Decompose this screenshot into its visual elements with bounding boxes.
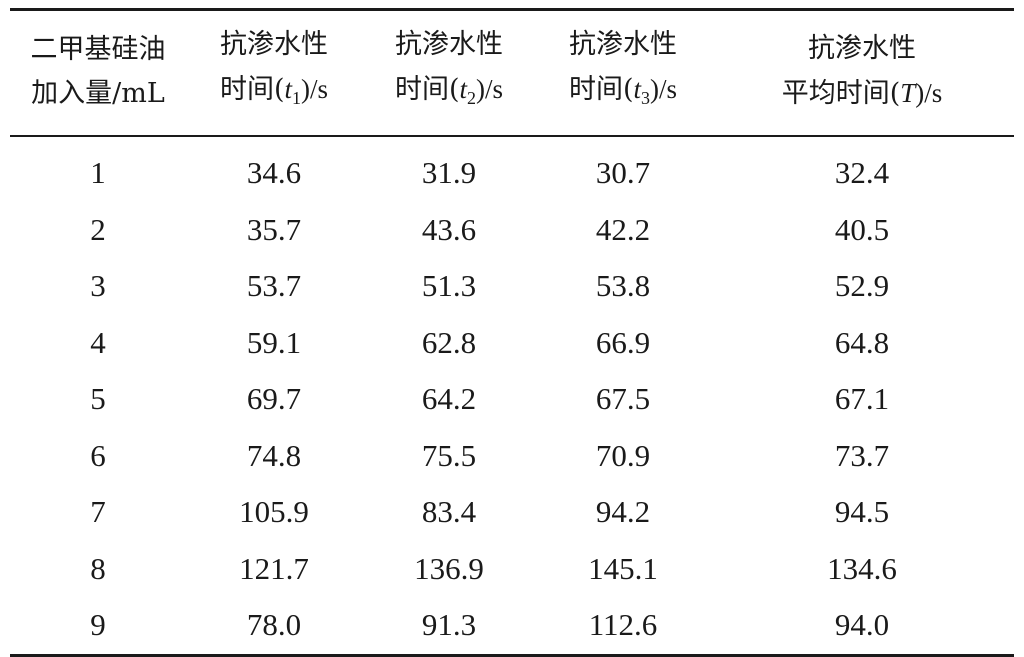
table-row: 7 105.9 83.4 94.2 94.5 (10, 484, 1014, 541)
table-row: 5 69.7 64.2 67.5 67.1 (10, 371, 1014, 428)
header-line1: 抗渗水性 (220, 29, 328, 60)
header-symbol: t (284, 74, 293, 104)
table-row: 1 34.6 31.9 30.7 32.4 (10, 136, 1014, 202)
cell-dosage: 6 (90, 437, 106, 473)
cell-t3: 145.1 (588, 550, 658, 586)
cell-t1: 74.8 (246, 437, 302, 473)
cell-t3: 30.7 (595, 155, 651, 191)
cell-dosage: 5 (90, 381, 106, 417)
cell-average: 64.8 (834, 324, 890, 360)
cell-t2: 83.4 (421, 494, 477, 530)
header-line2-pre: 时间( (394, 74, 460, 105)
cell-t2: 62.8 (421, 324, 477, 360)
cell-t2: 43.6 (421, 211, 477, 247)
cell-average: 32.4 (834, 155, 890, 191)
header-cell-t2: 抗渗水性 时间(t2)/s (362, 10, 536, 137)
cell-t1: 35.7 (246, 211, 302, 247)
cell-t2: 64.2 (421, 381, 477, 417)
header-line1: 抗渗水性 (569, 29, 677, 60)
table-row: 8 121.7 136.9 145.1 134.6 (10, 541, 1014, 598)
header-line2-post: )/s (915, 78, 943, 108)
cell-dosage: 4 (90, 324, 106, 360)
cell-t2: 136.9 (414, 550, 484, 586)
header-cell-t3: 抗渗水性 时间(t3)/s (536, 10, 710, 137)
cell-average: 67.1 (834, 381, 890, 417)
cell-t3: 67.5 (595, 381, 651, 417)
table-row: 2 35.7 43.6 42.2 40.5 (10, 202, 1014, 259)
data-table-container: 二甲基硅油 加入量/mL 抗渗水性 时间(t1)/s 抗渗水性 时间(t2)/s… (10, 8, 1014, 655)
cell-t2: 75.5 (421, 437, 477, 473)
header-line2: 平均时间(T)/s (710, 71, 1014, 116)
header-subscript: 2 (467, 88, 477, 108)
cell-t1: 59.1 (246, 324, 302, 360)
table-row: 9 78.0 91.3 112.6 94.0 (10, 597, 1014, 655)
header-line2: 时间(t3)/s (536, 67, 710, 120)
cell-t2: 91.3 (421, 607, 477, 643)
cell-t1: 69.7 (246, 381, 302, 417)
table-row: 4 59.1 62.8 66.9 64.8 (10, 315, 1014, 372)
cell-dosage: 7 (90, 494, 106, 530)
cell-t1: 105.9 (239, 494, 309, 530)
header-line1: 抗渗水性 (395, 29, 503, 60)
header-cell-dosage: 二甲基硅油 加入量/mL (10, 10, 186, 137)
header-line2-pre: 平均时间( (781, 78, 901, 109)
header-line2-pre: 时间( (219, 74, 285, 105)
cell-t2: 51.3 (421, 268, 477, 304)
header-symbol: T (900, 78, 916, 108)
cell-t3: 70.9 (595, 437, 651, 473)
table-row: 3 53.7 51.3 53.8 52.9 (10, 258, 1014, 315)
cell-t1: 121.7 (239, 550, 309, 586)
header-line2-post: )/s (301, 74, 329, 104)
header-cell-t1: 抗渗水性 时间(t1)/s (186, 10, 362, 137)
header-subscript: 1 (292, 88, 302, 108)
cell-average: 94.0 (834, 607, 890, 643)
cell-average: 52.9 (834, 268, 890, 304)
table-body: 1 34.6 31.9 30.7 32.4 2 35.7 43.6 42.2 4… (10, 136, 1014, 655)
cell-dosage: 1 (90, 155, 106, 191)
header-line2: 时间(t2)/s (362, 67, 536, 120)
header-line2-pre: 时间( (568, 74, 634, 105)
table-row: 6 74.8 75.5 70.9 73.7 (10, 428, 1014, 485)
header-line2: 加入量/mL (10, 72, 186, 116)
cell-dosage: 3 (90, 268, 106, 304)
header-symbol: t (633, 74, 642, 104)
header-line2-pre: 加入量/mL (31, 77, 165, 109)
header-row: 二甲基硅油 加入量/mL 抗渗水性 时间(t1)/s 抗渗水性 时间(t2)/s… (10, 9, 1014, 137)
cell-t1: 34.6 (246, 155, 302, 191)
cell-t2: 31.9 (421, 155, 477, 191)
cell-dosage: 2 (90, 211, 106, 247)
header-symbol: t (459, 74, 468, 104)
header-line1: 抗渗水性 (808, 33, 916, 64)
cell-t1: 53.7 (246, 268, 302, 304)
cell-average: 40.5 (834, 211, 890, 247)
header-line2-post: )/s (476, 74, 504, 104)
silicone-oil-water-resistance-table: 二甲基硅油 加入量/mL 抗渗水性 时间(t1)/s 抗渗水性 时间(t2)/s… (10, 8, 1014, 657)
cell-t3: 53.8 (595, 268, 651, 304)
cell-dosage: 9 (90, 607, 106, 643)
cell-t3: 66.9 (595, 324, 651, 360)
cell-average: 94.5 (834, 494, 890, 530)
cell-t3: 112.6 (588, 607, 658, 643)
cell-t3: 94.2 (595, 494, 651, 530)
header-line2: 时间(t1)/s (186, 67, 362, 120)
cell-average: 73.7 (834, 437, 890, 473)
header-cell-average: 抗渗水性 平均时间(T)/s (710, 10, 1014, 137)
header-line1: 二甲基硅油 (30, 33, 166, 65)
table-header: 二甲基硅油 加入量/mL 抗渗水性 时间(t1)/s 抗渗水性 时间(t2)/s… (10, 9, 1014, 137)
header-line2-post: )/s (650, 74, 678, 104)
cell-t3: 42.2 (595, 211, 651, 247)
header-subscript: 3 (641, 88, 651, 108)
cell-dosage: 8 (90, 550, 106, 586)
cell-average: 134.6 (827, 550, 897, 586)
cell-t1: 78.0 (246, 607, 302, 643)
